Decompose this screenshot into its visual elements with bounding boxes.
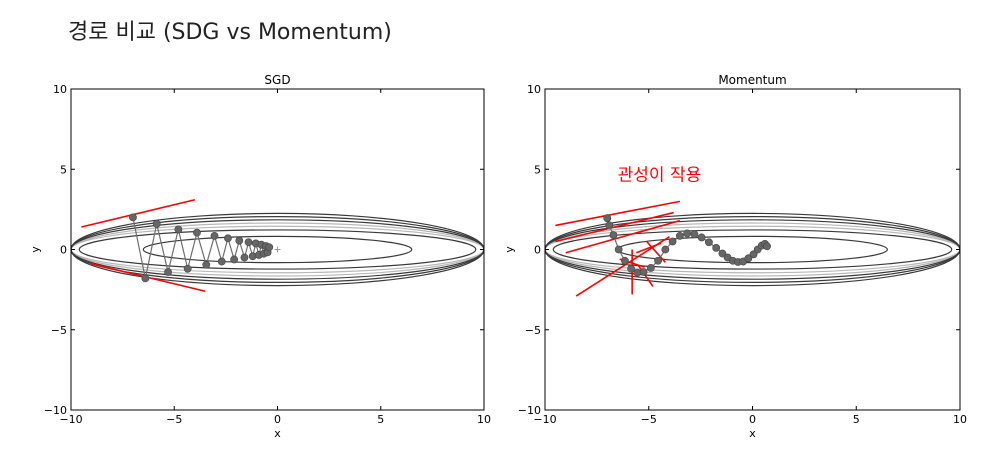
path-point [627,264,636,273]
contour-line [142,235,413,264]
path-point [661,245,670,254]
y-tick-label: 10 [53,83,67,96]
annotation-text: 관성이 작용 [618,165,702,185]
path-point [230,255,239,264]
path-point [646,264,655,272]
x-tick-label: 10 [953,413,967,426]
x-tick-label: −5 [641,413,657,426]
path-point [705,238,713,247]
y-tick-label: 5 [534,163,541,176]
y-tick-label: −5 [51,324,67,337]
contour-line [545,225,960,274]
path-point [193,228,201,237]
chart-title: SGD [264,73,290,87]
path-point [235,236,244,245]
contour-line [71,216,484,283]
y-axis-label: y [29,246,42,253]
path-point [244,238,253,247]
x-axis-label: x [274,427,281,440]
path-point [129,213,137,222]
path-point [240,253,249,262]
path-point [620,256,629,265]
page-title: 경로 비교 (SDG vs Momentum) [68,20,392,45]
y-tick-label: 10 [527,83,541,96]
y-tick-label: 0 [60,244,67,257]
x-tick-label: −5 [166,413,182,426]
contour-line [78,229,477,270]
contour-line [71,222,484,277]
x-tick-label: 0 [749,413,756,426]
gradient-line [555,200,681,227]
path-point [141,274,150,283]
path-point [639,268,648,276]
axes-frame [544,88,961,411]
path-point [609,231,618,239]
y-tick-label: 5 [60,163,67,176]
path-point [683,229,692,238]
gradient-line [636,242,662,254]
sgd-panel: −10 −5 0 5 10 10 5 0 −5 −10 SGD x y [29,73,491,440]
path-point [668,237,677,246]
gradient-line [565,219,681,254]
path-point [174,225,183,234]
contour-line [545,216,960,283]
gradient-line [81,198,196,228]
chart-title: Momentum [718,73,786,87]
path-point [763,242,771,251]
path-point [202,260,211,269]
path-point [614,245,623,254]
x-tick-label: 10 [477,413,491,426]
path-point [152,219,161,228]
gradient-line [637,265,654,287]
path-point [217,257,226,266]
path-point [744,254,753,263]
plot-area [71,198,484,293]
momentum-panel: 관성이 작용 −10 −5 0 5 10 10 5 0 −5 −10 Momentum x y [503,73,967,440]
path-point [712,243,721,252]
gradient-line [646,240,666,263]
y-axis-label: y [503,246,516,253]
path-point [675,231,684,240]
path-point [654,256,662,265]
y-tick-label: −10 [518,404,541,417]
plot-area [545,200,960,297]
x-tick-label: 0 [274,413,281,426]
contour-line [71,225,484,274]
minimum-marker [274,246,281,253]
x-tick-label: −10 [533,413,556,426]
y-tick-label: −10 [44,404,67,417]
path-point [210,231,219,240]
y-tick-label: −5 [525,324,541,337]
path-point [690,230,699,239]
y-tick-label: 0 [534,244,541,257]
contour-line [71,212,484,287]
gradient-line [555,211,674,243]
path-point [605,221,614,230]
contour-line [545,219,960,280]
x-tick-label: 5 [377,413,384,426]
path-point [718,249,727,258]
contour-line [545,212,960,287]
contour-line [71,219,484,280]
x-axis-label: x [749,427,756,440]
path-point [224,234,232,243]
path-point [603,214,612,223]
contour-line [545,222,960,277]
path-point [697,233,706,242]
path-point [183,264,192,273]
path-point [265,243,274,252]
x-tick-label: 5 [853,413,860,426]
contour-line [552,229,953,270]
path-point [164,268,172,276]
x-tick-label: −10 [59,413,82,426]
